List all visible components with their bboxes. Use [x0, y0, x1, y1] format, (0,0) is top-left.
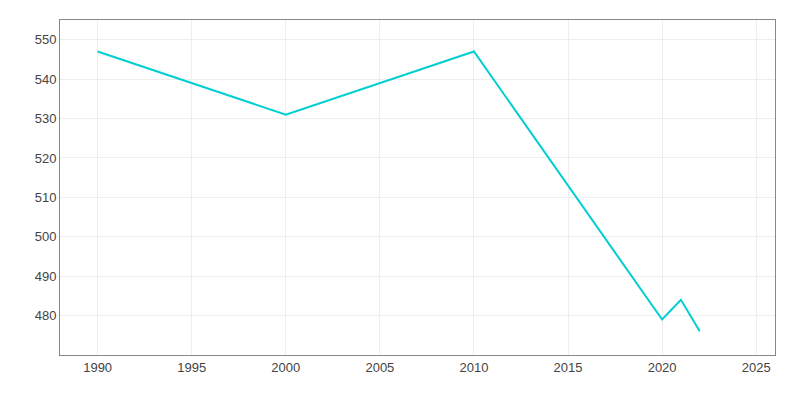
- svg-text:2020: 2020: [648, 360, 677, 375]
- svg-text:1995: 1995: [177, 360, 206, 375]
- svg-text:480: 480: [35, 308, 57, 323]
- svg-text:520: 520: [35, 150, 57, 165]
- svg-text:2025: 2025: [742, 360, 771, 375]
- svg-text:510: 510: [35, 190, 57, 205]
- svg-text:540: 540: [35, 72, 57, 87]
- svg-text:2015: 2015: [554, 360, 583, 375]
- svg-text:2010: 2010: [459, 360, 488, 375]
- svg-text:2000: 2000: [271, 360, 300, 375]
- svg-text:530: 530: [35, 111, 57, 126]
- svg-text:2005: 2005: [365, 360, 394, 375]
- svg-text:1990: 1990: [83, 360, 112, 375]
- svg-text:550: 550: [35, 32, 57, 47]
- svg-text:490: 490: [35, 269, 57, 284]
- svg-text:500: 500: [35, 229, 57, 244]
